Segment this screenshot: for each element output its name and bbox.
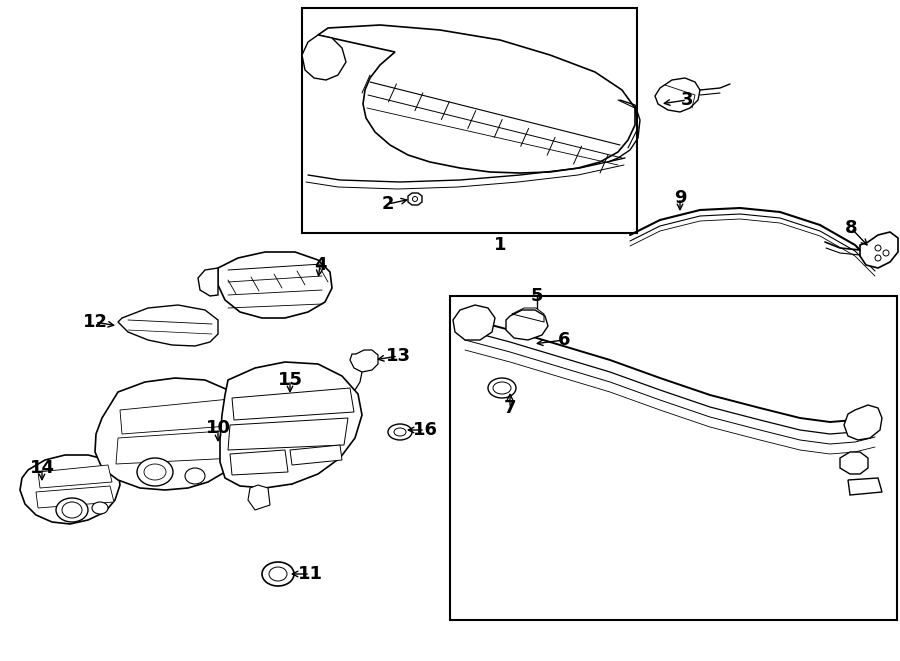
Polygon shape: [302, 35, 346, 80]
Text: 3: 3: [680, 91, 693, 109]
Polygon shape: [36, 486, 114, 508]
Polygon shape: [848, 478, 882, 495]
Polygon shape: [95, 378, 248, 490]
Polygon shape: [408, 193, 422, 205]
Text: 10: 10: [205, 419, 230, 437]
Polygon shape: [453, 305, 495, 340]
Ellipse shape: [875, 255, 881, 261]
Polygon shape: [118, 305, 218, 346]
Text: 14: 14: [30, 459, 55, 477]
Ellipse shape: [488, 378, 516, 398]
Polygon shape: [860, 232, 898, 268]
Ellipse shape: [56, 498, 88, 522]
Ellipse shape: [92, 502, 108, 514]
Text: 5: 5: [531, 287, 544, 305]
Text: 2: 2: [382, 195, 394, 213]
Text: 13: 13: [385, 347, 410, 365]
Ellipse shape: [883, 250, 889, 256]
Text: 6: 6: [558, 331, 571, 349]
Polygon shape: [220, 362, 362, 488]
Text: 15: 15: [277, 371, 302, 389]
Ellipse shape: [262, 562, 294, 586]
Ellipse shape: [394, 428, 406, 436]
Polygon shape: [38, 465, 112, 488]
Polygon shape: [230, 450, 288, 475]
Text: 4: 4: [314, 256, 326, 274]
Polygon shape: [248, 485, 270, 510]
Text: 1: 1: [494, 236, 506, 254]
Bar: [302, 8, 637, 233]
Text: 12: 12: [83, 313, 107, 331]
Polygon shape: [198, 268, 218, 296]
Ellipse shape: [137, 458, 173, 486]
Ellipse shape: [62, 502, 82, 518]
Polygon shape: [655, 78, 700, 112]
Text: 8: 8: [845, 219, 858, 237]
Polygon shape: [844, 405, 882, 440]
Polygon shape: [290, 445, 342, 465]
Polygon shape: [350, 350, 378, 372]
Text: 16: 16: [412, 421, 437, 439]
Polygon shape: [506, 310, 548, 340]
Ellipse shape: [412, 196, 418, 202]
Polygon shape: [116, 430, 238, 464]
Ellipse shape: [388, 424, 412, 440]
Ellipse shape: [144, 464, 166, 480]
Ellipse shape: [493, 382, 511, 394]
Bar: [450, 296, 897, 620]
Text: 9: 9: [674, 189, 686, 207]
Polygon shape: [232, 388, 354, 420]
Ellipse shape: [875, 245, 881, 251]
Polygon shape: [218, 252, 332, 318]
Polygon shape: [20, 455, 120, 524]
Ellipse shape: [269, 567, 287, 581]
Polygon shape: [120, 398, 242, 434]
Polygon shape: [840, 452, 868, 474]
Polygon shape: [318, 25, 635, 173]
Polygon shape: [228, 418, 348, 450]
Text: 7: 7: [504, 399, 517, 417]
Text: 11: 11: [298, 565, 322, 583]
Ellipse shape: [185, 468, 205, 484]
